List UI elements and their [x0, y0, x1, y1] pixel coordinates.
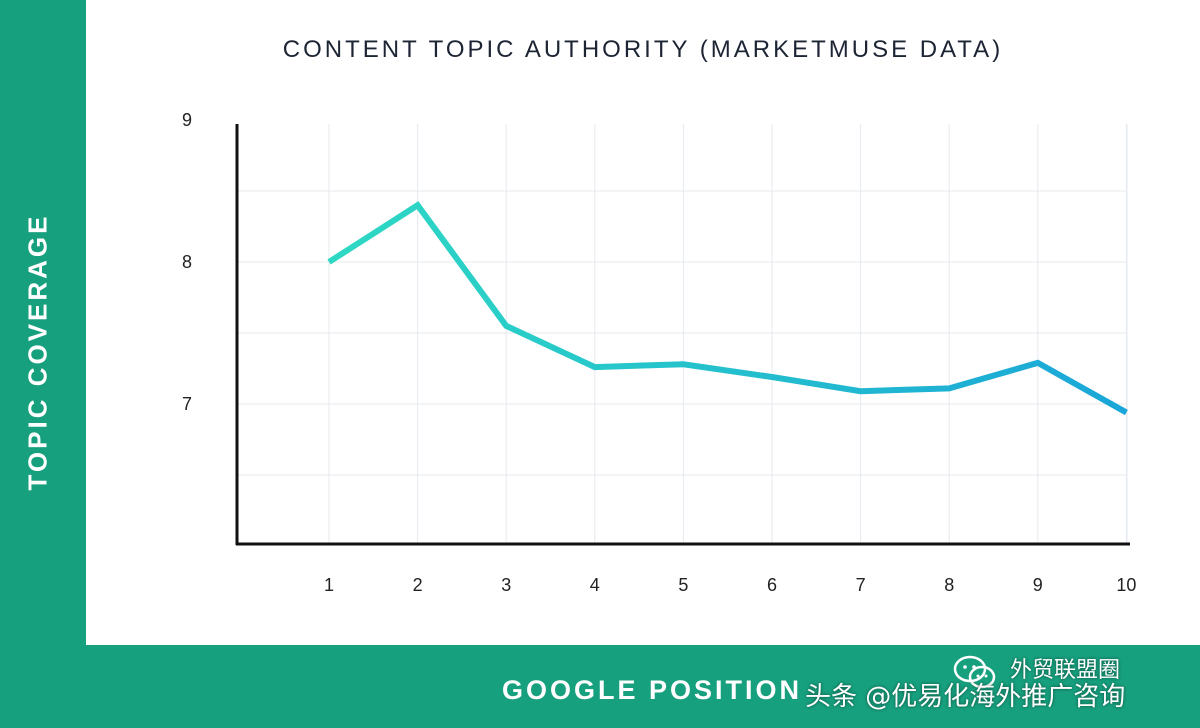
x-tick-label: 5: [678, 575, 688, 595]
series: [327, 201, 1128, 416]
y-tick-label: 9: [182, 110, 192, 130]
series-line: [327, 201, 1128, 416]
x-tick-label: 7: [856, 575, 866, 595]
grid: [237, 124, 1128, 544]
x-tick-label: 9: [1033, 575, 1043, 595]
y-tick-label: 7: [182, 394, 192, 414]
axes: [235, 124, 1130, 546]
x-ticks: 1 2 3 4 5 6 7 8 9 10: [324, 575, 1136, 595]
watermark-bottom-text: 头条 @优易化海外推广咨询: [805, 682, 1126, 712]
chart-title: CONTENT TOPIC AUTHORITY (MARKETMUSE DATA…: [282, 36, 1004, 63]
x-tick-label: 1: [324, 575, 334, 595]
x-tick-label: 10: [1116, 575, 1136, 595]
x-tick-label: 2: [413, 575, 423, 595]
wechat-icon: [953, 655, 996, 689]
y-ticks: 9 8 7: [182, 110, 192, 414]
left-accent-band: [0, 0, 86, 728]
x-tick-label: 3: [501, 575, 511, 595]
watermark-top-text: 外贸联盟圈: [1010, 658, 1121, 683]
x-axis-label: GOOGLE POSITION: [502, 675, 803, 705]
x-tick-label: 4: [590, 575, 600, 595]
bottom-accent-band: [86, 645, 1200, 728]
y-tick-label: 8: [182, 252, 192, 272]
x-tick-label: 8: [944, 575, 954, 595]
x-tick-label: 6: [767, 575, 777, 595]
